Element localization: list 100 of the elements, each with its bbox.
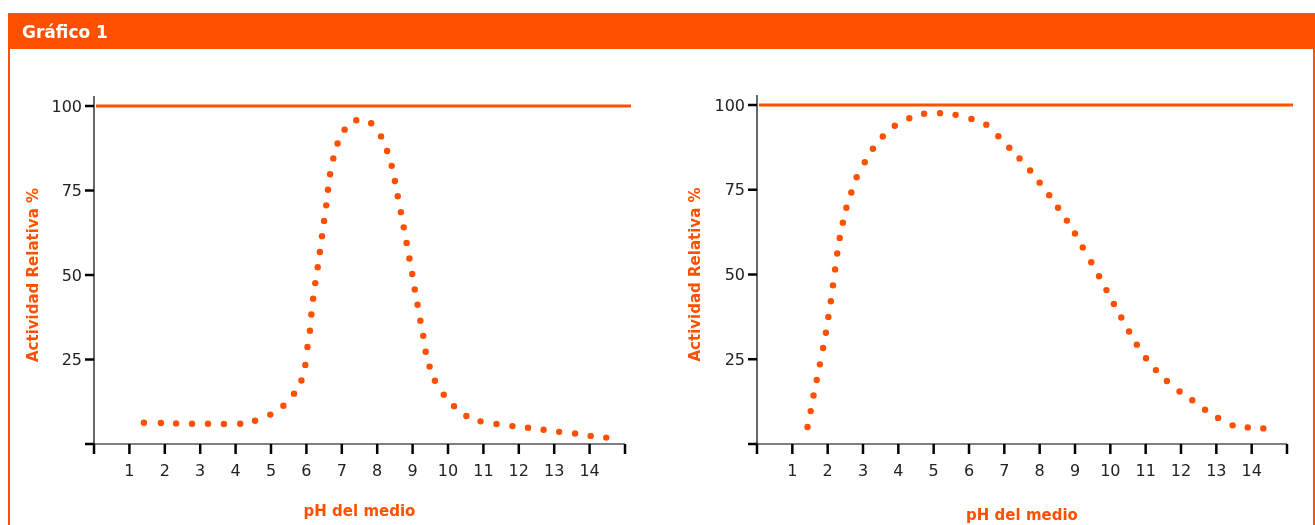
point — [316, 248, 324, 256]
point — [1046, 191, 1053, 199]
point — [309, 295, 317, 302]
x-tick-label: 5 — [928, 461, 939, 480]
point — [302, 361, 309, 369]
y-tick-label: 75 — [61, 181, 82, 201]
point — [493, 420, 500, 428]
point — [861, 159, 868, 166]
point — [304, 343, 311, 351]
point — [816, 361, 824, 368]
point — [220, 420, 228, 428]
x-tick-label: 10 — [437, 461, 459, 480]
y-axis-title: Actividad Relativa % — [686, 187, 704, 362]
point — [810, 392, 817, 399]
point — [952, 111, 959, 119]
x-tick-label: 12 — [508, 461, 529, 480]
point — [843, 204, 850, 211]
point — [440, 391, 447, 398]
point — [172, 420, 180, 427]
x-tick-label: 4 — [893, 461, 904, 480]
point — [995, 132, 1002, 140]
point — [463, 412, 470, 420]
point — [400, 224, 407, 231]
point — [804, 423, 811, 431]
point — [571, 430, 579, 437]
point — [1142, 355, 1150, 362]
point — [237, 420, 244, 427]
point — [320, 217, 328, 225]
point — [1133, 341, 1141, 348]
x-tick-label: 14 — [579, 461, 600, 480]
point — [1110, 300, 1118, 308]
point — [819, 344, 827, 352]
point — [1063, 217, 1071, 224]
point — [1176, 388, 1183, 395]
x-tick-label: 10 — [1100, 461, 1121, 480]
point — [1016, 155, 1023, 162]
x-tick-label: 8 — [1034, 461, 1045, 480]
point — [324, 186, 332, 194]
point — [298, 377, 305, 384]
point — [334, 140, 341, 147]
point — [891, 122, 898, 129]
y-axis-title: Actividad Relativa % — [24, 187, 42, 363]
x-tick-label: 7 — [336, 461, 347, 480]
point — [524, 424, 532, 431]
point — [822, 329, 830, 337]
point — [417, 317, 424, 324]
point — [1054, 204, 1062, 211]
point — [140, 419, 148, 426]
point — [280, 402, 287, 410]
point — [188, 420, 196, 427]
x-tick-label: 5 — [265, 461, 277, 480]
point — [377, 133, 385, 140]
point — [422, 348, 429, 355]
point — [204, 420, 212, 427]
point — [540, 426, 547, 433]
point — [323, 202, 330, 209]
point — [1006, 144, 1013, 151]
y-tick-label: 75 — [724, 180, 745, 200]
x-tick-label: 2 — [822, 461, 833, 480]
point — [1071, 230, 1079, 237]
point — [406, 255, 413, 262]
point — [477, 418, 484, 425]
point — [807, 407, 814, 415]
x-tick-label: 1 — [787, 461, 798, 480]
point — [1079, 244, 1086, 251]
point — [848, 189, 855, 196]
point — [555, 428, 563, 436]
point — [1214, 414, 1222, 422]
x-tick-label: 13 — [1206, 461, 1227, 480]
point — [411, 286, 418, 293]
point — [1260, 425, 1267, 432]
point — [1201, 406, 1209, 413]
point — [825, 313, 832, 321]
point — [853, 174, 860, 181]
point — [403, 239, 410, 247]
point — [341, 126, 348, 133]
point — [1152, 366, 1160, 374]
point — [318, 232, 326, 240]
x-axis-title: pH del medio — [966, 506, 1078, 524]
point — [603, 434, 610, 441]
point — [450, 402, 458, 410]
x-tick-label: 11 — [1135, 461, 1156, 480]
point — [1229, 422, 1236, 429]
x-tick-label: 9 — [407, 461, 418, 480]
point — [1189, 397, 1196, 404]
point — [509, 422, 516, 430]
point — [367, 120, 375, 127]
x-tick-label: 1 — [124, 461, 135, 480]
point — [920, 110, 928, 118]
point — [353, 117, 360, 124]
point — [314, 264, 321, 271]
point — [306, 327, 314, 334]
point — [391, 177, 399, 185]
point — [906, 115, 913, 122]
point — [1244, 424, 1251, 431]
point — [869, 145, 877, 152]
point — [397, 208, 405, 216]
point — [879, 133, 886, 140]
point — [1026, 167, 1034, 174]
point — [414, 301, 421, 308]
